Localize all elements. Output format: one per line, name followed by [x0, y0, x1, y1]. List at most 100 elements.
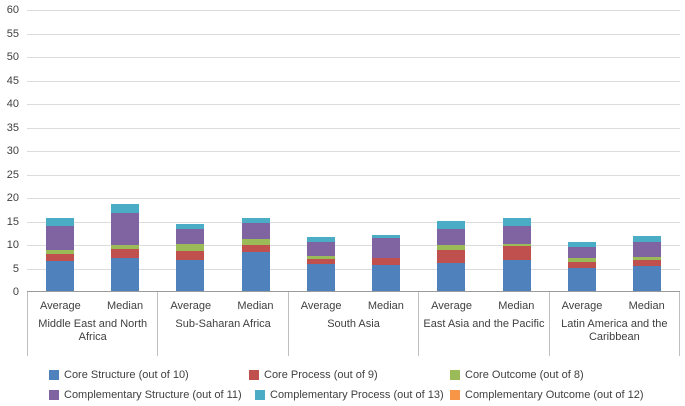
- bar-segment: [45, 261, 74, 291]
- bar-group: [27, 10, 158, 292]
- bar-segment: [502, 246, 531, 260]
- category-label: Median: [107, 300, 144, 312]
- bar-segment: [633, 266, 662, 291]
- gridline: [27, 104, 680, 105]
- category-label: Average: [39, 300, 81, 312]
- bar-segment: [437, 249, 466, 263]
- category-label-row: Average Median: [158, 300, 287, 312]
- stacked-bar-average: [568, 241, 597, 291]
- bar-segment: [437, 262, 466, 291]
- y-tick-label: 40: [6, 98, 19, 110]
- category-label-row: Average Median: [28, 300, 157, 312]
- gridline: [27, 151, 680, 152]
- bar-segment: [372, 265, 401, 291]
- group-label: Latin America and the Caribbean: [561, 318, 668, 343]
- bar-slot: [27, 10, 92, 292]
- bar-segment: [568, 241, 597, 248]
- category-label: Average: [300, 300, 342, 312]
- group-label: East Asia and the Pacific: [423, 318, 545, 330]
- bar-group: [158, 10, 289, 292]
- bar-segment: [502, 218, 531, 226]
- legend-item: Core Process (out of 9): [249, 368, 378, 381]
- y-tick-label: 60: [6, 4, 19, 16]
- y-tick-label: 20: [6, 192, 19, 204]
- bar-segment: [633, 236, 662, 243]
- bar-segment: [306, 256, 335, 260]
- legend-swatch-icon: [255, 389, 265, 400]
- category-label: Median: [367, 300, 404, 312]
- plot-area: [27, 10, 680, 292]
- legend-swatch-icon: [450, 369, 460, 380]
- gridline: [27, 127, 680, 129]
- category-label: Median: [498, 300, 535, 312]
- bar-segment: [110, 213, 139, 246]
- bar-segment: [45, 225, 74, 250]
- gridline: [27, 10, 680, 11]
- bar-segment: [110, 204, 139, 214]
- bar-segment: [241, 239, 270, 246]
- bar-segment: [633, 242, 662, 257]
- stacked-bar-median: [372, 234, 401, 291]
- category-label: Average: [561, 300, 603, 312]
- stacked-bar-median: [241, 217, 270, 291]
- gridline: [27, 198, 680, 199]
- stacked-bar-median: [502, 218, 531, 291]
- bar-segment: [437, 244, 466, 250]
- legend-label: Core Structure (out of 10): [64, 368, 189, 381]
- bar-segment: [241, 245, 270, 252]
- x-group: Average Median Sub-Saharan Africa: [157, 292, 287, 356]
- legend-label: Complementary Process (out of 13): [270, 388, 444, 401]
- group-label: Sub-Saharan Africa: [175, 318, 271, 330]
- bar-segment: [110, 245, 139, 250]
- legend-item: Complementary Structure (out of 11): [49, 388, 242, 401]
- category-label: Median: [237, 300, 274, 312]
- bar-segment: [568, 261, 597, 268]
- gridline: [27, 80, 680, 82]
- bar-slot: [549, 10, 614, 292]
- legend-item: Core Outcome (out of 8): [450, 368, 584, 381]
- bar-segment: [437, 228, 466, 245]
- legend-item: Complementary Process (out of 13): [255, 388, 444, 401]
- group-label: South Asia: [327, 318, 380, 330]
- bar-segment: [176, 223, 205, 229]
- bar-segment: [437, 220, 466, 229]
- bar-segment: [568, 267, 597, 291]
- bar-segment: [176, 259, 205, 291]
- x-group: Average Median East Asia and the Pacific: [418, 292, 548, 356]
- stacked-bar-average: [306, 237, 335, 291]
- bar-segment: [110, 249, 139, 259]
- stacked-bar-median: [633, 236, 662, 291]
- x-axis-line: [27, 291, 680, 292]
- legend-label: Core Process (out of 9): [264, 368, 378, 381]
- category-label-row: Average Median: [550, 300, 679, 312]
- y-tick-label: 15: [6, 215, 19, 228]
- gridline: [27, 174, 680, 176]
- bar-segment: [241, 252, 270, 291]
- bar-segment: [176, 244, 205, 251]
- bar-segment: [568, 247, 597, 258]
- bar-slot: [223, 10, 288, 292]
- legend-swatch-icon: [49, 389, 59, 400]
- bar-segment: [502, 243, 531, 247]
- bars-container: [27, 10, 680, 292]
- bar-segment: [633, 260, 662, 267]
- category-label: Average: [431, 300, 472, 312]
- y-tick-label: 0: [12, 286, 19, 298]
- bar-segment: [306, 263, 335, 291]
- stacked-bar-average: [45, 218, 74, 291]
- bar-segment: [176, 250, 205, 260]
- bar-segment: [502, 259, 531, 291]
- bar-slot: [288, 10, 353, 292]
- y-tick-label: 35: [6, 121, 19, 134]
- y-axis: 0 5 10 15 20 25 30 35 40 45 50 55 60: [0, 4, 22, 298]
- legend-label: Core Outcome (out of 8): [465, 368, 584, 381]
- bar-segment: [372, 234, 401, 239]
- category-label: Median: [628, 300, 665, 312]
- bar-segment: [372, 238, 401, 259]
- group-label: Middle East and North Africa: [38, 318, 148, 343]
- bar-slot: [353, 10, 418, 292]
- bar-group: [419, 10, 550, 292]
- legend-item: Core Structure (out of 10): [49, 368, 189, 381]
- bar-segment: [241, 217, 270, 223]
